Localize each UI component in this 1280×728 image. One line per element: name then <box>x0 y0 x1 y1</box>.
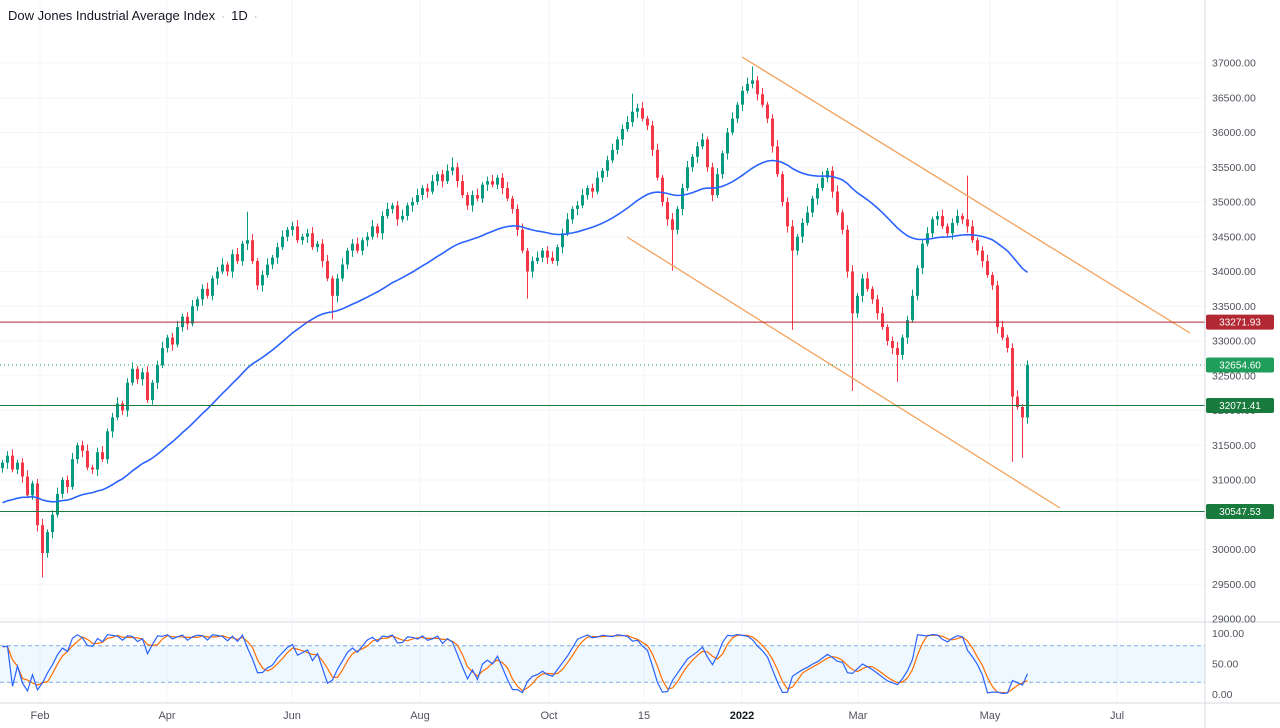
title-separator: · <box>221 8 226 23</box>
price-tick-label: 36000.00 <box>1212 127 1256 139</box>
price-tick-label: 31000.00 <box>1212 475 1256 487</box>
price-badge-label: 32654.60 <box>1219 361 1261 372</box>
price-badges: 33271.93 32654.60 32071.41 30547.53 <box>1206 314 1274 519</box>
price-tick-label: 30000.00 <box>1212 544 1256 556</box>
price-badge <box>1206 314 1274 330</box>
price-tick-label: 32500.00 <box>1212 370 1256 382</box>
time-tick-label: Apr <box>158 710 175 722</box>
price-badge-label: 30547.53 <box>1219 507 1261 518</box>
oscillator-axis[interactable]: 100.00 50.00 0.00 <box>1212 628 1244 701</box>
stoch-d-line <box>2 634 1028 694</box>
price-tick-label: 34500.00 <box>1212 231 1256 243</box>
price-tick-label: 31500.00 <box>1212 440 1256 452</box>
price-tick-label: 35500.00 <box>1212 162 1256 174</box>
time-tick-label: Aug <box>410 710 430 722</box>
symbol-title[interactable]: Dow Jones Industrial Average Index <box>8 8 216 23</box>
price-tick-label: 37000.00 <box>1212 58 1256 70</box>
price-badge-label: 32071.41 <box>1219 401 1261 412</box>
time-tick-label: 2022 <box>730 710 754 722</box>
parallel-channel[interactable] <box>626 56 1191 509</box>
time-tick-label: Feb <box>31 710 50 722</box>
oscillator-tick-label: 50.00 <box>1212 659 1238 671</box>
ma-line[interactable] <box>2 159 1028 504</box>
time-tick-label: Jul <box>1110 710 1124 722</box>
time-axis[interactable]: Feb Apr Jun Aug Oct 15 2022 Mar May Jul <box>31 710 1125 722</box>
price-levels[interactable] <box>0 321 1205 512</box>
title-separator-2: · <box>253 8 258 23</box>
oscillator-tick-label: 100.00 <box>1212 628 1244 640</box>
stochastic-band <box>0 645 1205 683</box>
price-badge-label: 33271.93 <box>1219 318 1261 329</box>
time-tick-label: Jun <box>283 710 301 722</box>
candlestick-series <box>1 66 1029 578</box>
oscillator-tick-label: 0.00 <box>1212 689 1233 701</box>
stoch-k-line <box>2 633 1029 695</box>
price-tick-label: 29000.00 <box>1212 614 1256 626</box>
price-tick-label: 34000.00 <box>1212 266 1256 278</box>
interval-label[interactable]: 1D <box>231 8 248 23</box>
grid-lines <box>0 0 1205 703</box>
price-tick-label: 33500.00 <box>1212 301 1256 313</box>
time-tick-label: 15 <box>638 710 650 722</box>
price-tick-label: 35000.00 <box>1212 197 1256 209</box>
time-tick-label: Oct <box>540 710 557 722</box>
price-badge <box>1206 357 1274 373</box>
symbol-title-bar: Dow Jones Industrial Average Index · 1D … <box>8 8 258 23</box>
price-badge <box>1206 503 1274 519</box>
price-badge <box>1206 398 1274 414</box>
time-tick-label: Mar <box>849 710 868 722</box>
time-tick-label: May <box>980 710 1001 722</box>
price-tick-label: 29500.00 <box>1212 579 1256 591</box>
price-tick-label: 33000.00 <box>1212 336 1256 348</box>
price-tick-label: 36500.00 <box>1212 92 1256 104</box>
